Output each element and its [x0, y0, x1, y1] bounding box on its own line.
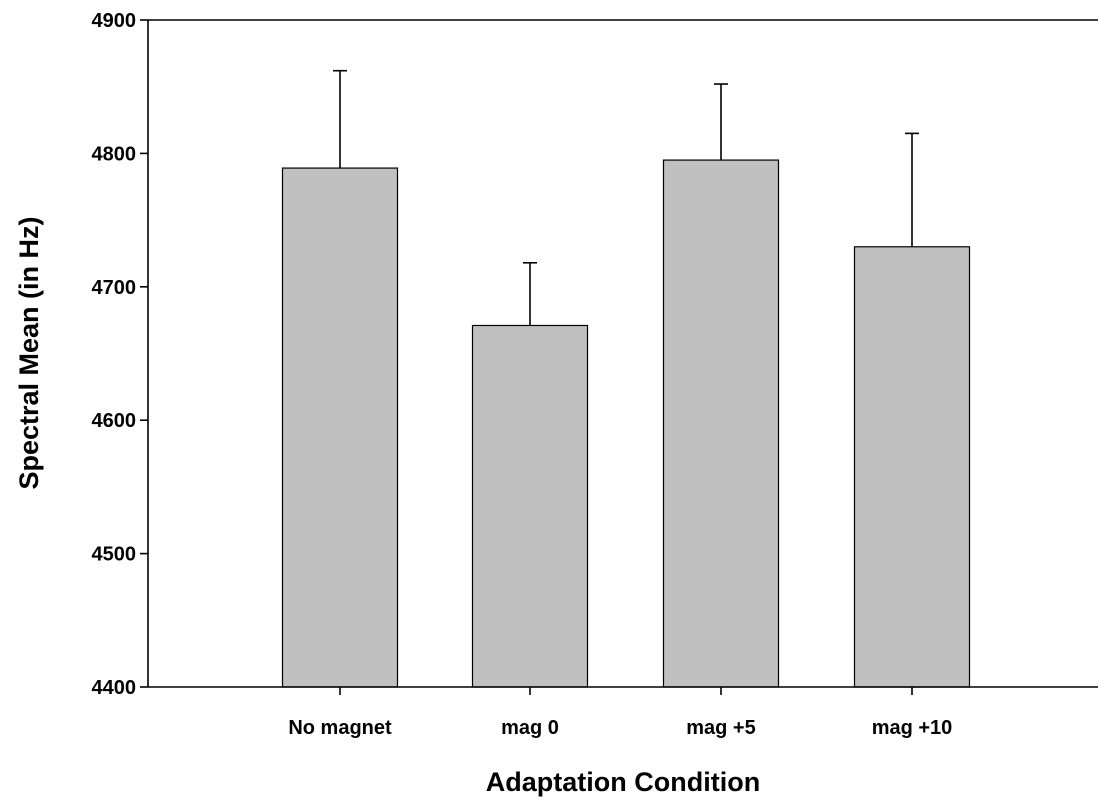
x-tick-label: mag 0	[501, 717, 559, 739]
error-bars-layer	[333, 69, 919, 326]
y-tick-label: 4500	[92, 544, 137, 566]
x-ticks-layer: No magnet mag 0 mag +5 mag +10	[288, 687, 952, 739]
y-tick-label: 4600	[92, 410, 137, 432]
x-tick-label: mag +10	[872, 717, 953, 739]
y-tick-label: 4800	[92, 143, 137, 165]
y-tick-label: 4400	[92, 677, 137, 699]
bars-layer	[281, 159, 971, 688]
y-axis-title: Spectral Mean (in Hz)	[14, 216, 44, 489]
y-ticks-layer: 4400 4500 4600 4700 4800 4900	[92, 10, 148, 699]
bar	[662, 159, 780, 688]
error-bar	[333, 69, 347, 169]
bar	[281, 167, 399, 688]
x-tick-label: No magnet	[288, 717, 392, 739]
error-bar	[714, 83, 728, 161]
y-tick-label: 4900	[92, 10, 137, 32]
x-axis-title: Adaptation Condition	[486, 767, 760, 797]
bar	[471, 324, 589, 688]
bar	[853, 246, 971, 688]
error-bar	[523, 261, 537, 326]
y-tick-label: 4700	[92, 277, 137, 299]
error-bar	[905, 132, 919, 247]
x-tick-label: mag +5	[686, 717, 755, 739]
